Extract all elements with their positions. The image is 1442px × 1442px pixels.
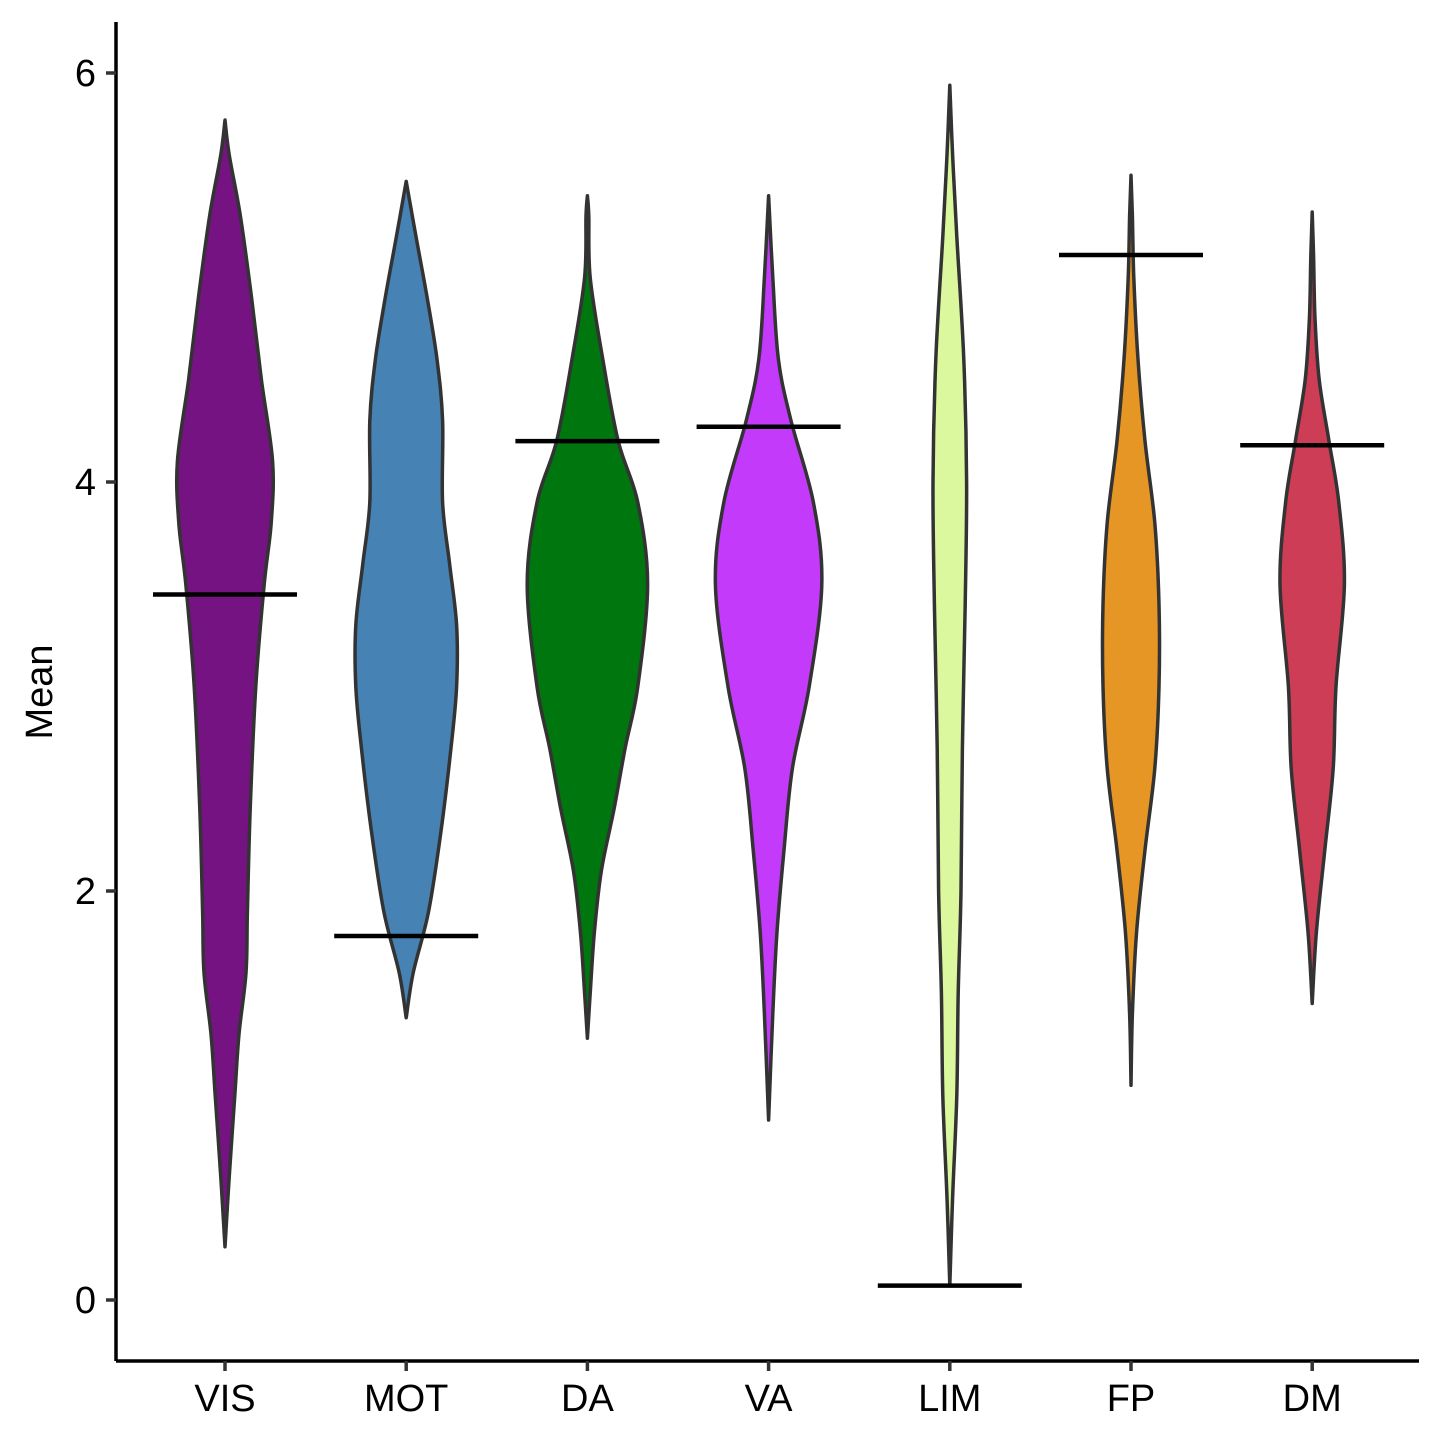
tick-layer: VIS MOT DA VA LIM FP DM 0 2 4 6 [75,53,1342,1420]
violin-mot [353,179,460,1020]
x-tick-label-mot: MOT [364,1378,448,1420]
violin-va [713,193,824,1122]
y-axis-title: Mean [19,644,61,739]
y-tick-label-4: 4 [75,462,96,504]
violin-dm [1278,210,1347,1006]
y-tick-label-2: 2 [75,871,96,913]
y-tick-label-0: 0 [75,1280,96,1322]
violin-fp [1100,173,1162,1088]
x-tick-label-vis: VIS [194,1378,255,1420]
x-tick-label-da: DA [561,1378,614,1420]
x-tick-label-dm: DM [1283,1378,1342,1420]
marker-layer [153,252,1385,1288]
y-tick-label-6: 6 [75,53,96,95]
x-tick-label-fp: FP [1107,1378,1156,1420]
violin-da [525,193,650,1040]
violin-lim [931,83,969,1288]
x-tick-label-va: VA [745,1378,794,1420]
x-tick-label-lim: LIM [918,1378,981,1420]
violin-vis [174,118,276,1249]
violin-layer [174,83,1347,1288]
